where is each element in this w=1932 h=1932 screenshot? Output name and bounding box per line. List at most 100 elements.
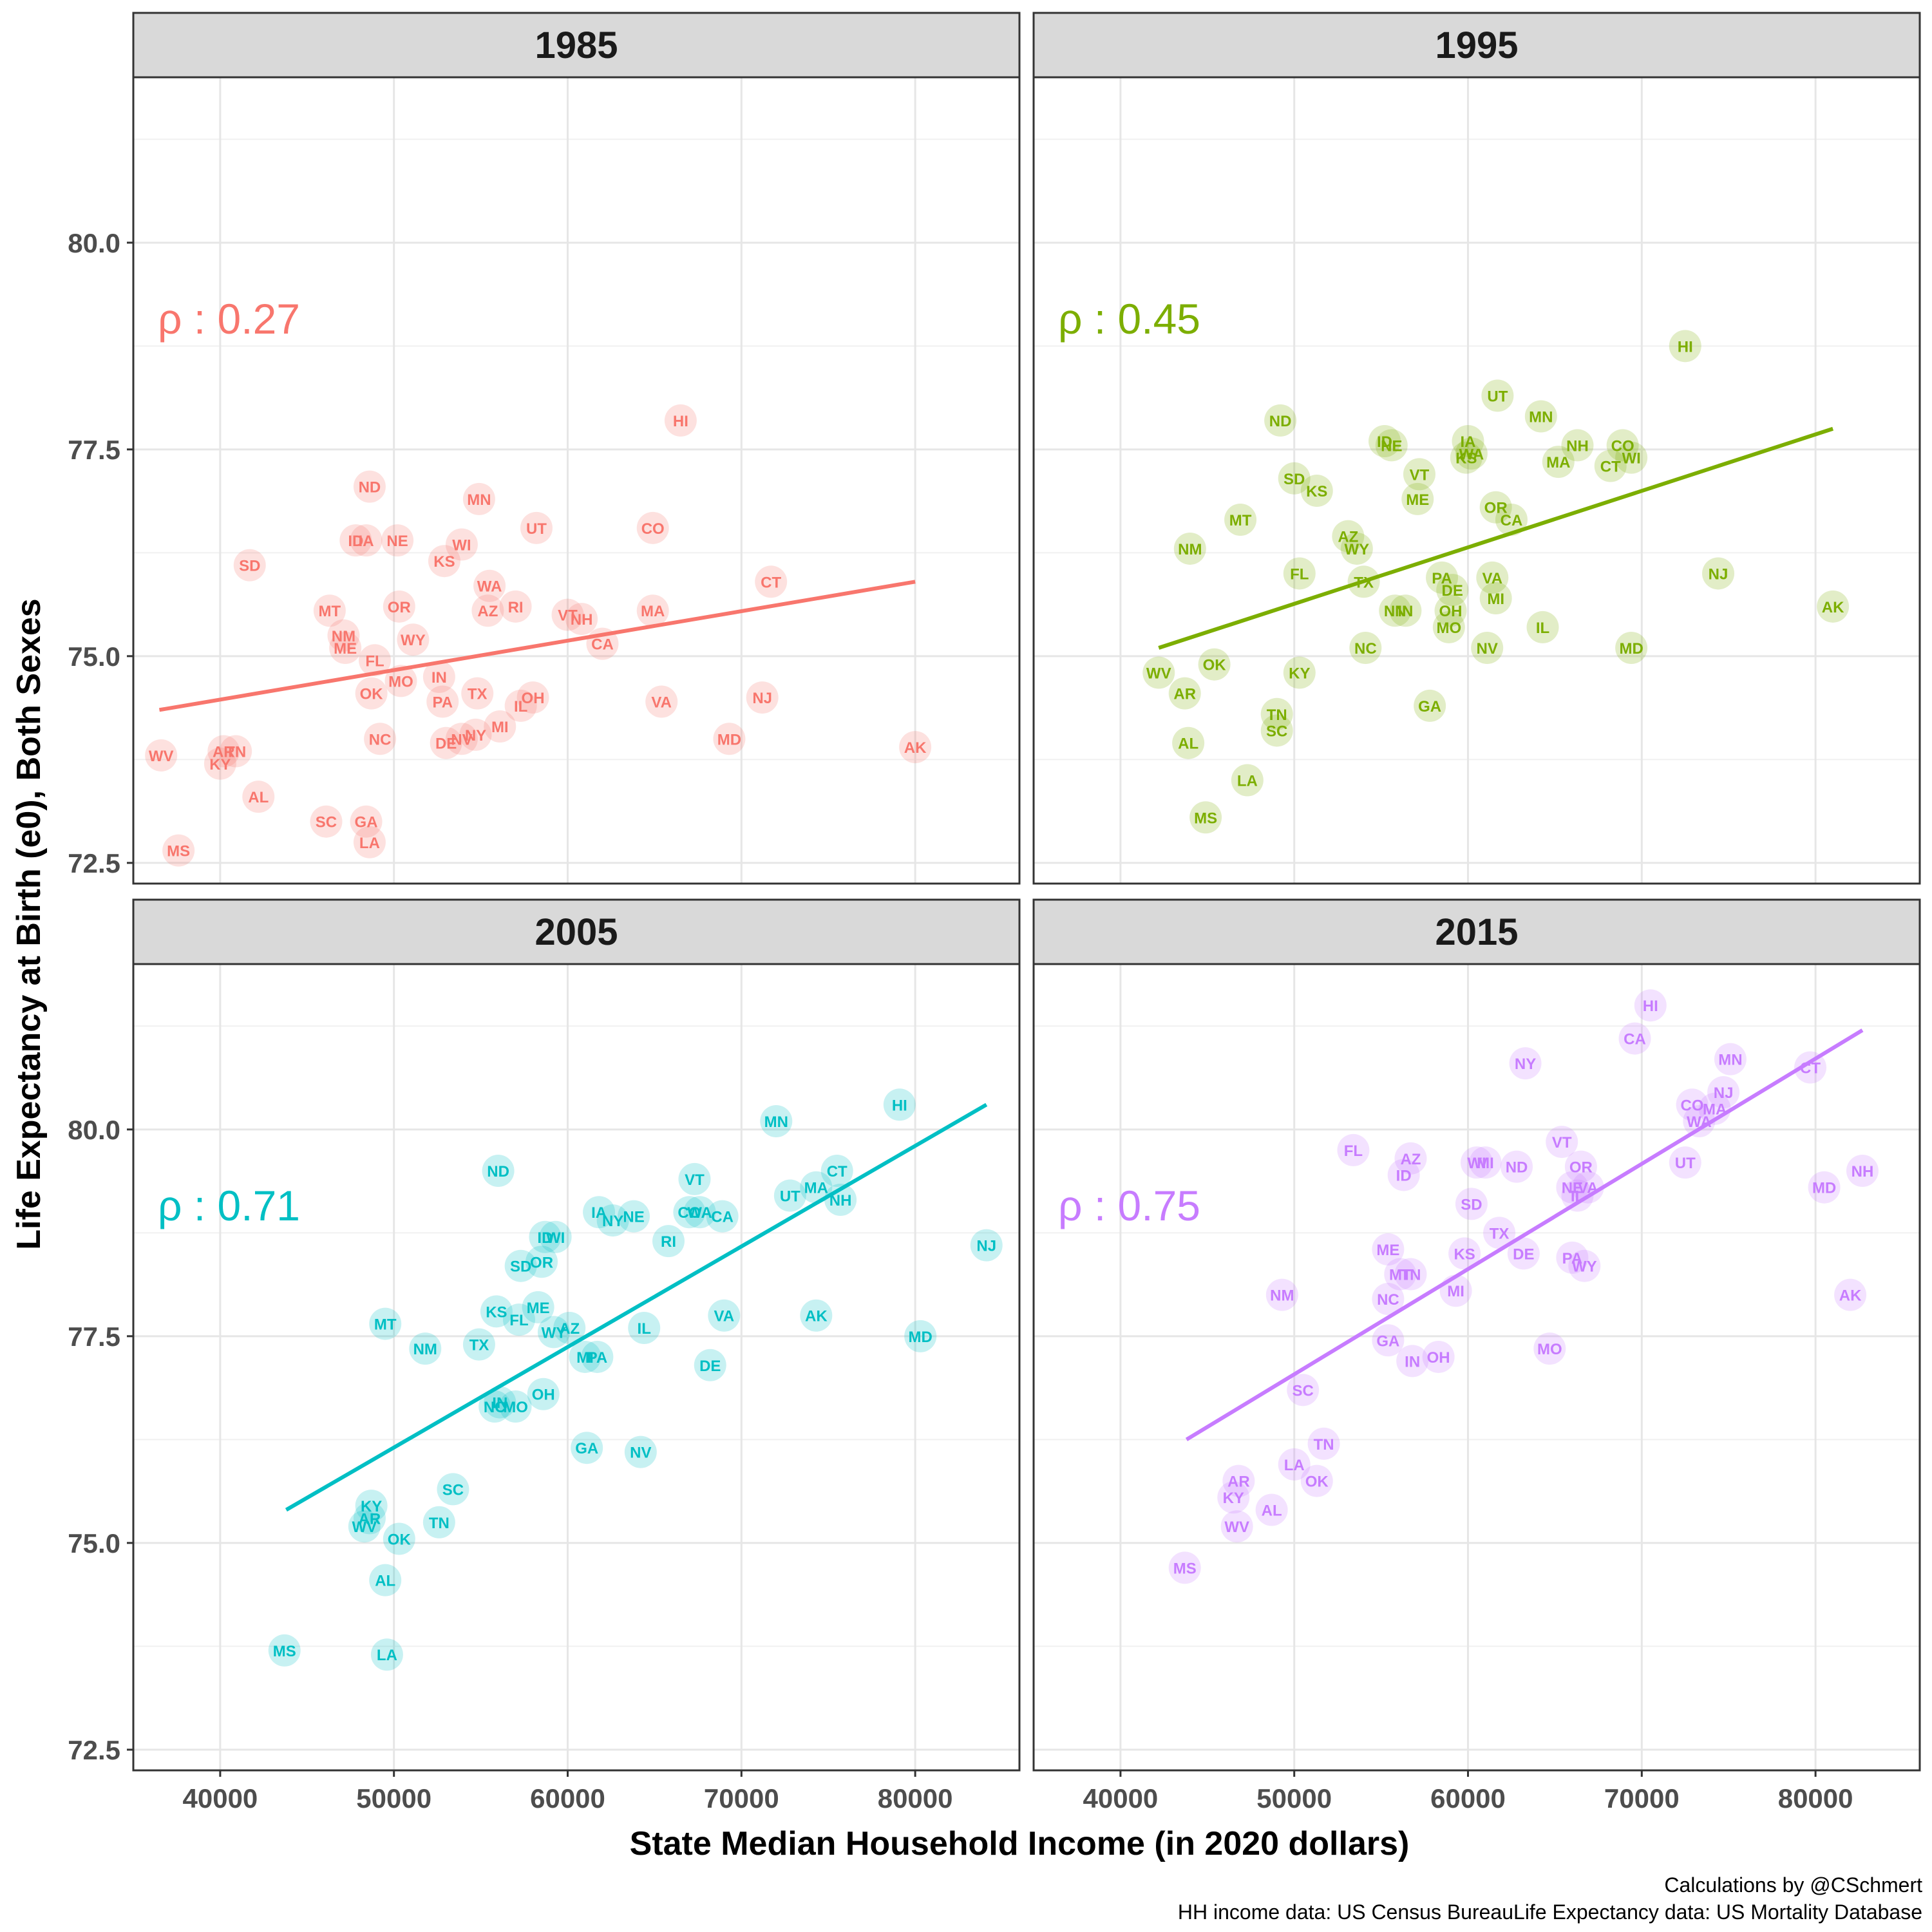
point-sc [437, 1473, 469, 1506]
panel-background [133, 964, 1019, 1770]
point-ia [1452, 425, 1484, 458]
point-label: NV [630, 1444, 651, 1462]
point-label: NC [484, 1399, 506, 1416]
point-label: KY [1223, 1490, 1244, 1507]
point-label: MS [1173, 1560, 1197, 1577]
point-label: IN [1405, 1353, 1420, 1370]
point-label: LA [359, 835, 380, 852]
caption-credit: Calculations by @CSchmert [1664, 1873, 1922, 1897]
point-label: KY [1289, 665, 1310, 683]
point-label: VA [714, 1308, 735, 1325]
point-in [484, 1386, 516, 1419]
point-tn [1394, 1258, 1427, 1291]
point-label: IA [1461, 433, 1476, 451]
point-ut [1481, 379, 1514, 412]
point-label: MN [1718, 1052, 1742, 1069]
point-label: KS [433, 553, 455, 571]
x-tick-label: 70000 [1604, 1783, 1680, 1814]
point-label: ND [487, 1163, 509, 1180]
point-label: KS [1454, 1245, 1475, 1263]
point-ky [1283, 656, 1316, 689]
point-label: NM [1270, 1287, 1294, 1305]
point-label: WA [477, 578, 502, 596]
point-label: NC [1377, 1291, 1399, 1309]
panel-border [1032, 76, 1921, 885]
point-label: ME [334, 640, 357, 658]
point-label: MD [1812, 1180, 1836, 1197]
point-oh [1434, 594, 1467, 627]
point-ga [571, 1432, 603, 1464]
point-mi [484, 710, 516, 743]
point-label: MO [1537, 1341, 1562, 1358]
point-ks [428, 545, 460, 578]
point-az [1332, 520, 1365, 553]
point-nm [1173, 532, 1206, 565]
point-label: WV [352, 1519, 377, 1536]
point-nc [364, 723, 397, 755]
point-label: WA [1459, 446, 1484, 463]
point-label: WI [1467, 1155, 1486, 1172]
point-nc [1349, 632, 1382, 665]
point-va [645, 685, 678, 718]
point-nj [1702, 557, 1735, 590]
point-label: OK [360, 686, 384, 703]
point-label: IN [431, 669, 447, 687]
point-label: ID [1377, 433, 1392, 451]
point-label: NH [571, 611, 593, 629]
point-ok [383, 1522, 415, 1555]
point-va [708, 1299, 741, 1332]
point-label: FL [1344, 1142, 1363, 1160]
point-ma [1542, 446, 1575, 478]
point-ar [353, 1502, 386, 1535]
panel-background [1034, 964, 1920, 1770]
point-nv [445, 723, 478, 755]
point-al [242, 781, 275, 813]
point-or [1564, 1150, 1597, 1183]
point-nj [970, 1229, 1003, 1262]
point-label: MD [1619, 640, 1643, 658]
point-label: MD [717, 731, 741, 748]
point-sd [1455, 1188, 1488, 1220]
point-pa [426, 685, 459, 718]
point-ks [1300, 475, 1333, 507]
point-label: CT [827, 1163, 848, 1180]
point-mi [569, 1340, 601, 1373]
point-wy [537, 1316, 570, 1349]
point-label: MD [909, 1329, 933, 1346]
point-label: HI [1643, 998, 1658, 1015]
point-ny [459, 718, 492, 751]
point-fl [1283, 557, 1316, 590]
point-de [1436, 574, 1469, 607]
point-label: NY [465, 727, 486, 744]
point-label: MA [1546, 454, 1570, 471]
panel-strip [1032, 898, 1921, 965]
point-label: SD [1461, 1196, 1482, 1213]
point-label: CT [1600, 459, 1621, 476]
panel-strip [132, 12, 1021, 79]
point-tn [1307, 1427, 1340, 1460]
point-ct [1594, 450, 1627, 482]
point-label: IL [514, 698, 527, 715]
point-ia [583, 1196, 616, 1229]
point-label: NM [413, 1341, 437, 1358]
point-label: UT [1675, 1155, 1696, 1172]
point-wa [683, 1196, 716, 1229]
point-label: HI [1678, 338, 1693, 355]
point-az [553, 1312, 586, 1345]
x-axis-title: State Median Household Income (in 2020 d… [630, 1825, 1410, 1862]
point-al [369, 1564, 402, 1596]
point-sc [1287, 1374, 1320, 1406]
point-md [1808, 1171, 1841, 1204]
point-tn [220, 735, 252, 768]
point-label: SD [510, 1258, 531, 1276]
point-label: GA [355, 814, 378, 831]
point-label: TN [225, 744, 246, 761]
point-label: AZ [1400, 1151, 1421, 1168]
point-label: AL [248, 789, 269, 806]
x-tick-label: 50000 [1256, 1783, 1332, 1814]
point-label: OR [388, 599, 411, 616]
point-label: PA [1432, 570, 1452, 587]
point-label: AL [375, 1573, 395, 1590]
